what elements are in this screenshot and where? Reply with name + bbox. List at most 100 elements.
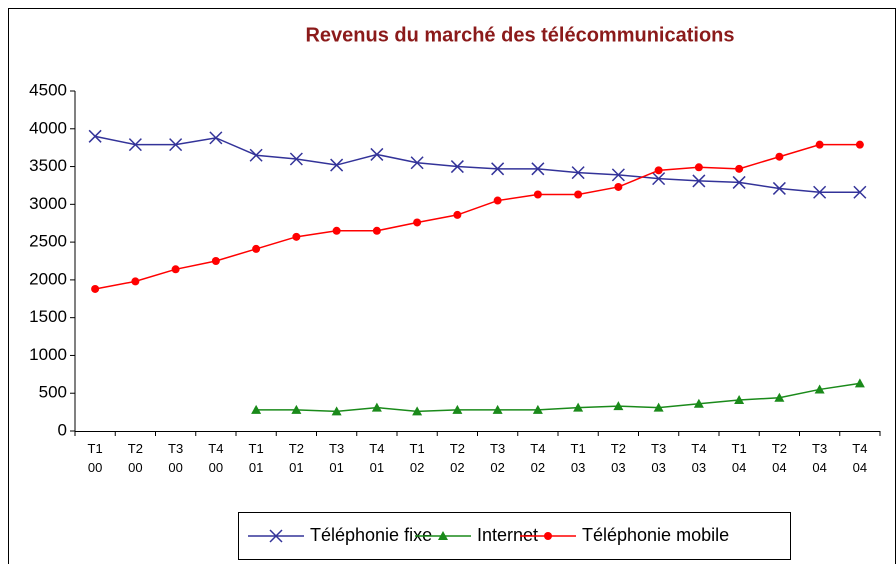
y-tick-label: 3000 — [29, 194, 67, 213]
data-point — [571, 166, 585, 180]
data-point — [531, 162, 545, 176]
x-tick-label: T4 02 — [530, 441, 546, 475]
y-tick-label: 1500 — [29, 307, 67, 326]
y-tick-label: 2500 — [29, 232, 67, 251]
data-point — [211, 257, 220, 265]
x-tick-label: T1 04 — [731, 441, 747, 475]
data-point — [854, 378, 865, 388]
x-tick-label: T2 03 — [610, 441, 626, 475]
data-point — [412, 406, 423, 416]
x-tick-label: T2 01 — [288, 441, 304, 475]
data-point — [533, 190, 542, 199]
x-tick-label: T1 00 — [87, 441, 103, 475]
x-tick-label: T3 03 — [651, 441, 667, 475]
x-tick-label: T2 02 — [449, 441, 465, 475]
data-point — [614, 182, 623, 191]
y-tick-label: 4000 — [29, 118, 67, 137]
y-tick-label: 0 — [58, 420, 67, 439]
data-point — [574, 190, 583, 199]
data-point — [493, 196, 502, 205]
x-tick-label: T3 00 — [168, 441, 184, 475]
x-tick-label: T4 00 — [208, 441, 224, 475]
data-point — [774, 392, 785, 402]
data-point — [813, 185, 827, 199]
data-point — [171, 265, 180, 274]
data-point — [91, 284, 100, 293]
x-tick-label: T4 03 — [691, 441, 707, 475]
y-tick-label: 500 — [39, 383, 67, 402]
data-point — [452, 404, 463, 414]
data-point — [370, 147, 384, 161]
data-point — [371, 402, 382, 412]
data-point — [88, 129, 102, 143]
data-point — [654, 166, 663, 175]
data-point — [734, 395, 745, 405]
y-tick-label: 4500 — [29, 80, 67, 99]
data-point — [291, 404, 302, 414]
data-point — [532, 404, 543, 414]
data-point — [410, 156, 424, 170]
x-tick-label: T3 04 — [812, 441, 828, 475]
data-point — [855, 140, 864, 149]
data-point — [853, 185, 867, 199]
y-tick-label: 3500 — [29, 156, 67, 175]
data-point — [331, 406, 342, 416]
data-point — [252, 244, 261, 253]
legend-marker — [438, 531, 448, 540]
data-point — [573, 402, 584, 412]
data-point — [652, 172, 666, 186]
data-point — [249, 148, 263, 162]
x-tick-label: T1 02 — [409, 441, 425, 475]
x-tick-label: T1 01 — [248, 441, 264, 475]
x-tick-label: T4 01 — [369, 441, 385, 475]
data-point — [692, 174, 706, 188]
x-tick-label: T2 04 — [771, 441, 787, 475]
legend-label: Téléphonie mobile — [582, 525, 729, 545]
data-point — [694, 163, 703, 172]
legend-marker — [269, 529, 283, 543]
data-point — [653, 402, 664, 412]
data-point — [131, 277, 140, 286]
x-tick-label: T1 03 — [570, 441, 586, 475]
data-point — [292, 232, 301, 241]
data-point — [450, 160, 464, 174]
data-point — [492, 404, 503, 414]
x-tick-label: T4 04 — [852, 441, 868, 475]
data-point — [775, 152, 784, 161]
data-point — [372, 226, 381, 235]
data-point — [330, 158, 344, 172]
series-line — [94, 143, 860, 290]
x-tick-label: T3 02 — [490, 441, 506, 475]
data-point — [491, 162, 505, 176]
x-tick-label: T3 01 — [329, 441, 345, 475]
data-point — [772, 181, 786, 195]
legend-box — [238, 512, 791, 560]
data-point — [289, 152, 303, 166]
series-line — [94, 135, 860, 193]
data-point — [453, 210, 462, 219]
data-point — [814, 384, 825, 394]
chart-frame — [8, 8, 896, 564]
data-point — [732, 175, 746, 189]
data-point — [613, 401, 624, 411]
chart-title: Revenus du marché des télécommunications — [305, 24, 734, 46]
data-point — [693, 398, 704, 408]
data-point — [815, 140, 824, 149]
data-point — [169, 138, 183, 152]
y-tick-label: 1000 — [29, 345, 67, 364]
x-tick-label: T2 00 — [127, 441, 143, 475]
legend-label: Internet — [477, 525, 538, 545]
data-point — [332, 226, 341, 235]
legend-label: Téléphonie fixe — [310, 525, 432, 545]
series-line — [256, 382, 860, 413]
data-point — [735, 164, 744, 173]
data-point — [128, 138, 142, 152]
y-tick-label: 2000 — [29, 269, 67, 288]
data-point — [413, 218, 422, 227]
data-point — [209, 131, 223, 145]
data-point — [251, 404, 262, 414]
data-point — [611, 168, 625, 182]
legend-marker — [544, 532, 552, 540]
